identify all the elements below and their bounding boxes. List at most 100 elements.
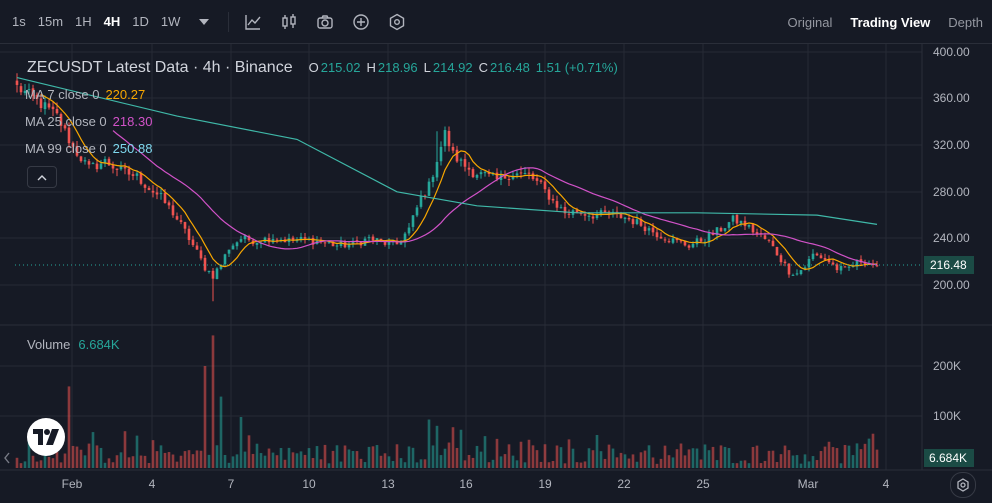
volume-bar: [223, 455, 227, 468]
volume-bar: [683, 455, 687, 468]
volume-bar: [731, 463, 735, 468]
candle-body: [595, 214, 599, 219]
candle-body: [411, 215, 415, 227]
candle-body: [91, 163, 95, 165]
timeframe-15m[interactable]: 15m: [37, 14, 64, 29]
volume-bar: [795, 455, 799, 468]
ma7-row[interactable]: MA 7 close 0 220.27: [25, 81, 618, 108]
volume-bar: [395, 444, 399, 468]
tradingview-logo[interactable]: [27, 418, 65, 456]
timeframe-1s[interactable]: 1s: [12, 14, 26, 29]
price-tick-label: 360.00: [933, 91, 970, 105]
candle-body: [387, 241, 391, 245]
legend-collapse-button[interactable]: [27, 166, 57, 188]
volume-bar: [611, 448, 615, 468]
candlestick-chart[interactable]: 400.00 360.00 320.00 280.00 240.00 200.00 200…: [0, 44, 992, 503]
change-value: 1.51 (+0.71%): [535, 60, 618, 75]
volume-bar: [179, 455, 183, 468]
camera-icon[interactable]: [314, 11, 336, 33]
candle-body: [623, 217, 627, 219]
indicator-chart-icon[interactable]: [242, 11, 264, 33]
ma99-row[interactable]: MA 99 close 0 250.88: [25, 135, 618, 162]
candle-body: [463, 159, 467, 167]
volume-bar: [727, 448, 731, 468]
candle-body: [859, 259, 863, 263]
candle-body: [423, 195, 427, 197]
ma25-row[interactable]: MA 25 close 0 218.30: [25, 108, 618, 135]
timeframe-1w[interactable]: 1W: [160, 14, 181, 29]
volume-bar: [59, 462, 63, 468]
volume-bar: [31, 455, 35, 468]
volume-bar: [487, 462, 491, 468]
volume-bar: [67, 386, 71, 468]
candle-body: [491, 173, 495, 175]
volume-bar: [483, 436, 487, 468]
volume-bar: [451, 427, 455, 468]
candle-body: [219, 264, 223, 269]
candle-style-icon[interactable]: [278, 11, 300, 33]
volume-bar: [827, 441, 831, 468]
high-key: H: [366, 60, 376, 75]
volume-bar: [875, 449, 879, 468]
candle-body: [291, 237, 295, 241]
time-tick-label: Mar: [798, 477, 819, 491]
plus-circle-icon[interactable]: [350, 11, 372, 33]
volume-bar: [295, 453, 299, 468]
view-trading-view[interactable]: Trading View: [850, 14, 931, 30]
volume-bar: [551, 461, 555, 468]
ohlc-row: ZECUSDT Latest Data · 4h · Binance O 215.…: [27, 54, 618, 81]
settings-hex-icon[interactable]: [386, 11, 408, 33]
time-tick-label: 19: [538, 477, 552, 491]
volume-bar: [35, 461, 39, 468]
price-tick-label: 240.00: [933, 231, 970, 245]
candle-body: [435, 161, 439, 178]
timeframe-1h[interactable]: 1H: [75, 14, 92, 29]
volume-bar: [119, 452, 123, 468]
scroll-left-button[interactable]: [3, 452, 13, 470]
volume-bar: [443, 448, 447, 468]
volume-bar: [279, 447, 283, 468]
candle-body: [371, 236, 375, 241]
volume-bar: [823, 446, 827, 468]
volume-bar: [427, 419, 431, 468]
candle-body: [583, 214, 587, 216]
volume-bar: [667, 455, 671, 468]
chevron-down-icon[interactable]: [193, 11, 215, 33]
volume-bar: [135, 435, 139, 468]
candle-body: [467, 167, 471, 170]
volume-bar: [71, 445, 75, 468]
candle-body: [431, 176, 435, 183]
candle-body: [659, 236, 663, 239]
candle-body: [587, 215, 591, 217]
candle-body: [723, 228, 727, 231]
scale-settings-button[interactable]: [950, 472, 976, 498]
volume-bar: [863, 443, 867, 468]
candle-body: [527, 172, 531, 174]
candle-body: [451, 146, 455, 151]
candle-body: [763, 235, 767, 239]
candle-body: [351, 240, 355, 244]
low-key: L: [423, 60, 431, 75]
candle-body: [171, 205, 175, 216]
volume-bar: [567, 439, 571, 468]
candle-body: [215, 268, 219, 279]
candle-body: [207, 270, 211, 272]
view-original[interactable]: Original: [787, 14, 833, 30]
time-tick-label: 25: [696, 477, 710, 491]
candle-body: [347, 244, 351, 248]
timeframe-4h[interactable]: 4H: [103, 14, 121, 29]
chart-grid: [0, 44, 922, 470]
volume-bar: [559, 447, 563, 468]
candle-body: [731, 215, 735, 222]
volume-bar: [263, 455, 267, 468]
volume-bar: [363, 462, 367, 468]
volume-bar: [763, 460, 767, 468]
view-depth[interactable]: Depth: [948, 14, 983, 30]
candle-body: [339, 241, 343, 246]
chart-area[interactable]: 400.00 360.00 320.00 280.00 240.00 200.00 200…: [0, 44, 992, 503]
volume-bar: [435, 425, 439, 468]
volume-bar: [691, 448, 695, 468]
volume-bar: [419, 459, 423, 468]
candle-body: [107, 158, 111, 166]
timeframe-1d[interactable]: 1D: [132, 14, 149, 29]
